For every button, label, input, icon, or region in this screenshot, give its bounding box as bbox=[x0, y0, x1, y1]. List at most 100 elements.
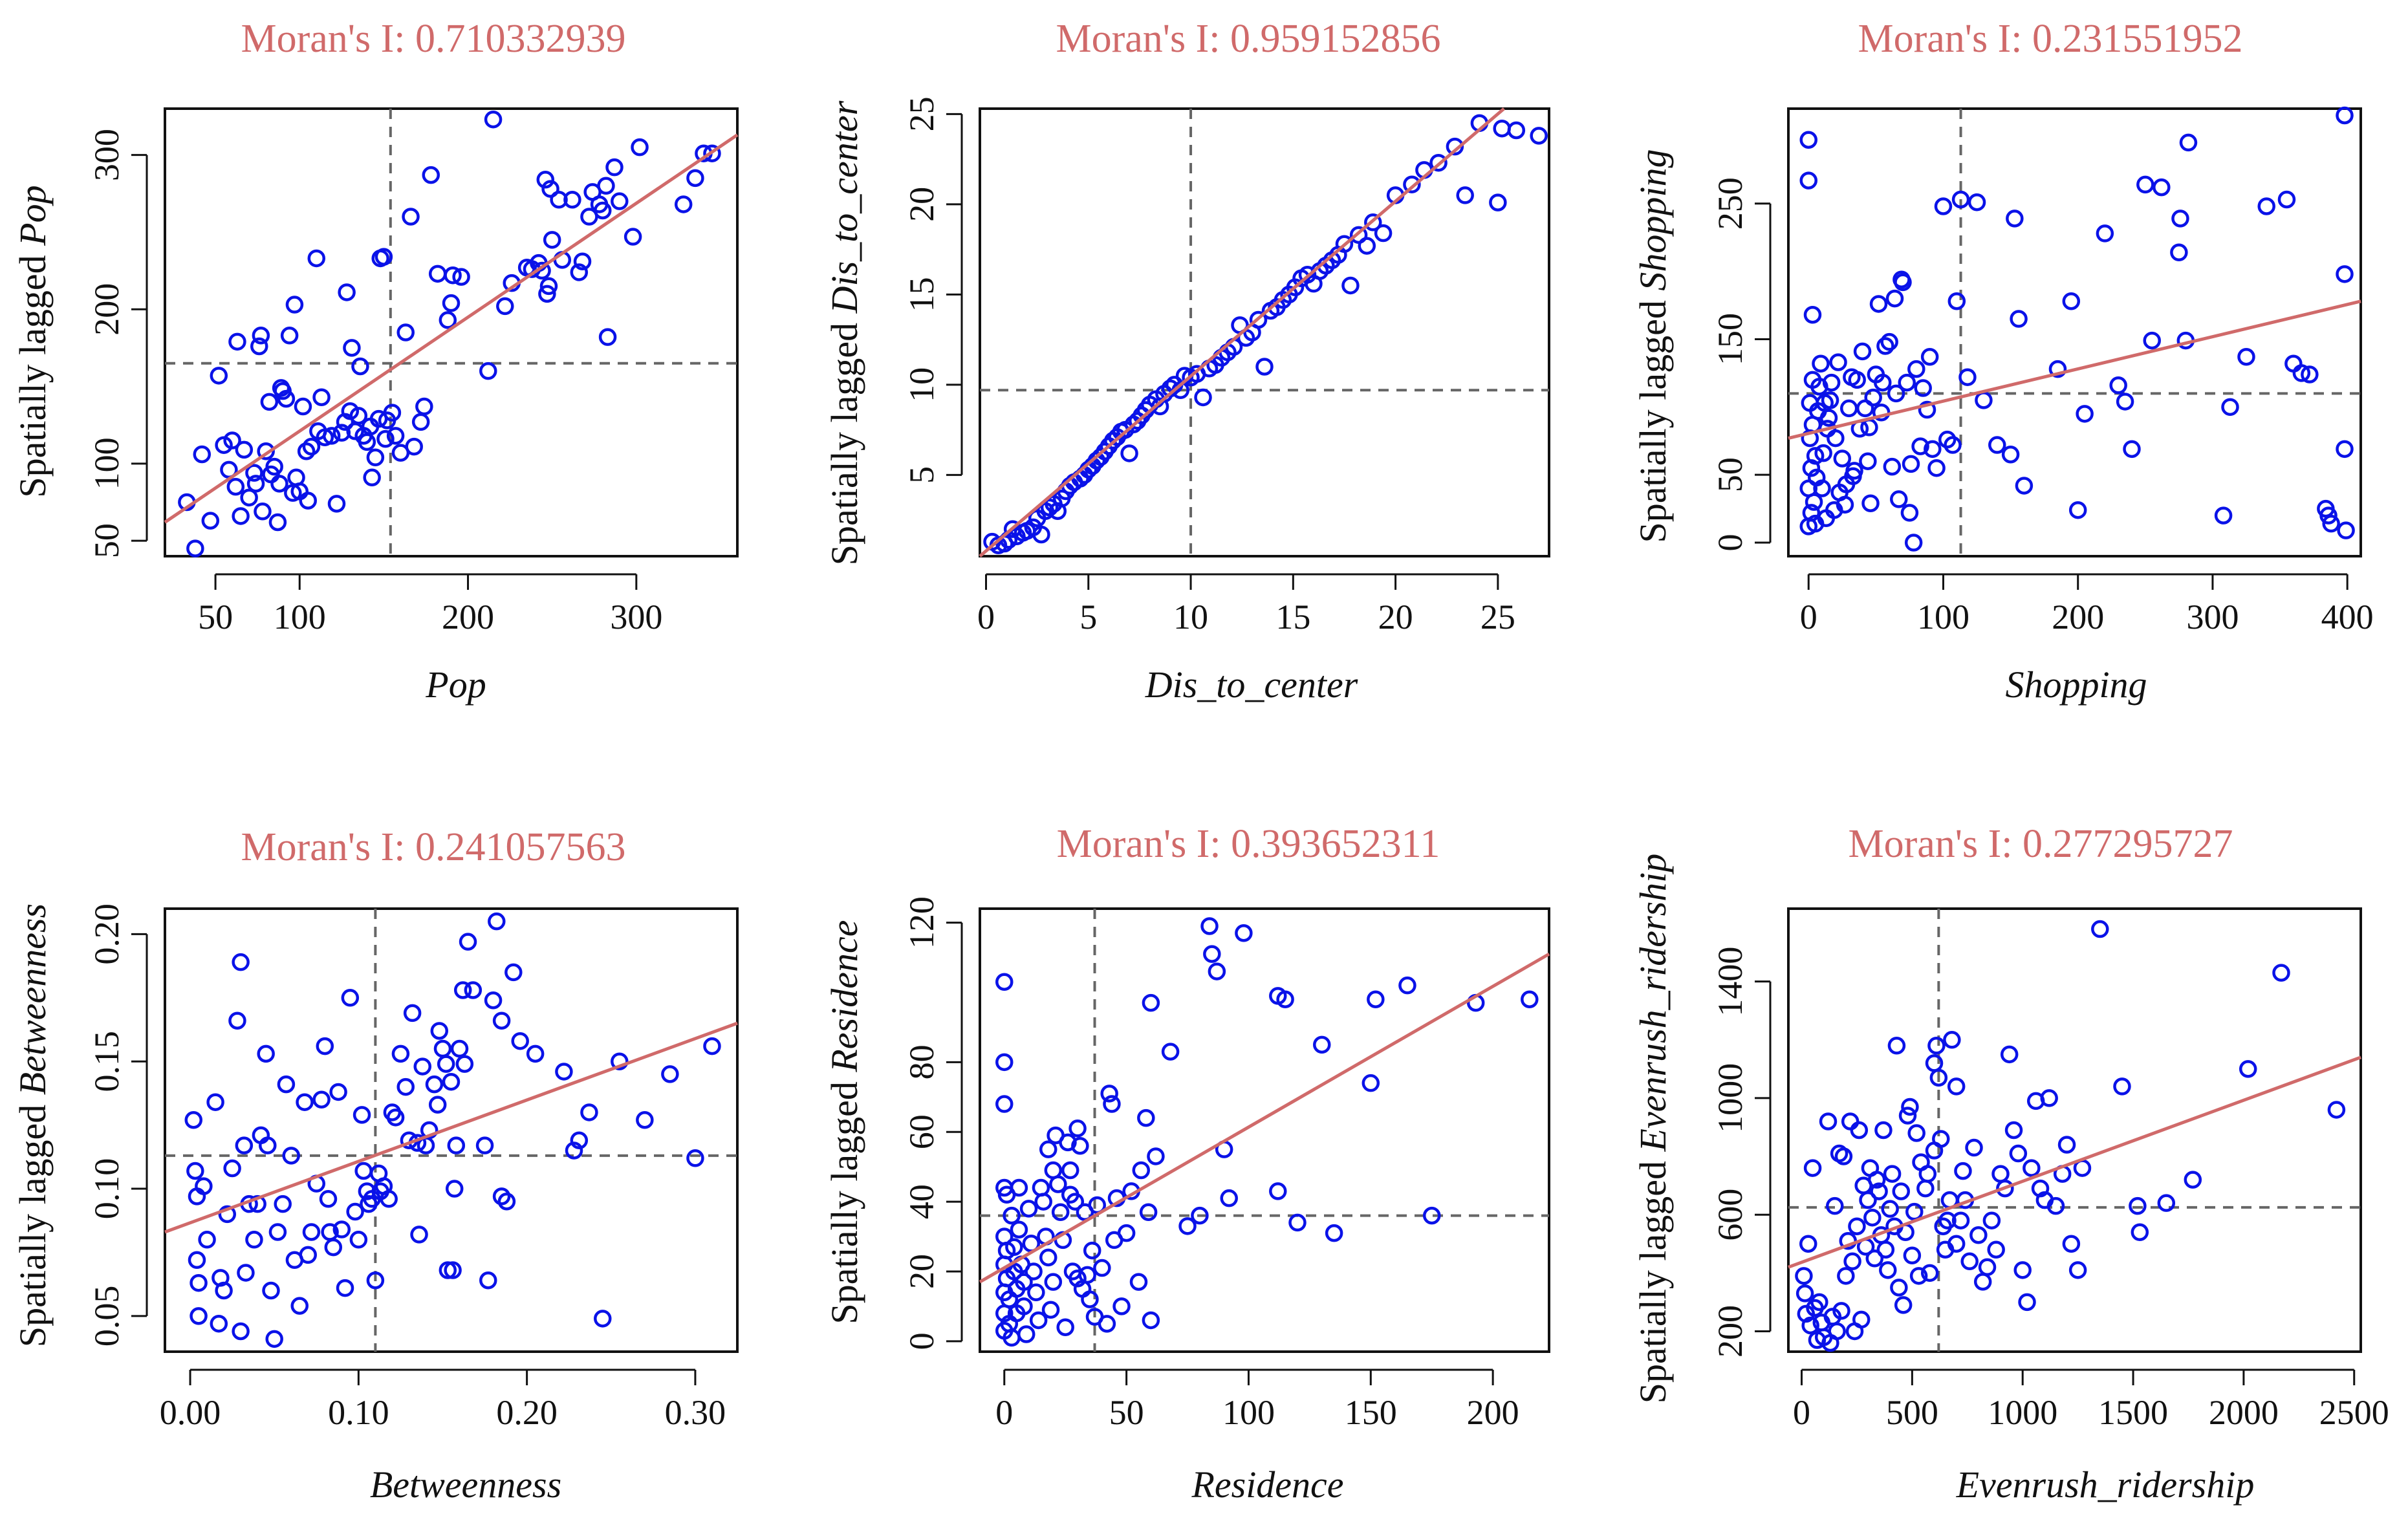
panel5-point-33 bbox=[1867, 1171, 1886, 1189]
panel5-point-80 bbox=[1996, 1179, 2014, 1198]
panel4-point-62 bbox=[1103, 1095, 1121, 1113]
panel2-point-81 bbox=[2048, 360, 2067, 378]
panel1-x-tick-label-5: 25 bbox=[1481, 598, 1515, 636]
panel5-y-tick-label-0: 200 bbox=[1711, 1305, 1750, 1357]
panel3-point-69 bbox=[425, 1075, 444, 1094]
panel1-point-56 bbox=[1255, 358, 1274, 376]
panel3-point-6 bbox=[195, 1177, 213, 1195]
panel2-point-18 bbox=[1813, 479, 1831, 497]
panel4-point-76 bbox=[1178, 1217, 1197, 1235]
panel3-point-20 bbox=[245, 1231, 263, 1249]
panel0-point-83 bbox=[538, 285, 556, 303]
panel0-trend-line bbox=[164, 133, 739, 524]
panel2-point-25 bbox=[1822, 373, 1841, 392]
panel3-point-12 bbox=[218, 1205, 237, 1224]
panel5-point-55 bbox=[1918, 1165, 1937, 1183]
panel0-point-32 bbox=[294, 397, 312, 416]
panel3-point-87 bbox=[488, 912, 506, 931]
panel0-point-22 bbox=[268, 513, 287, 532]
panel4-point-93 bbox=[1422, 1206, 1441, 1225]
panel1-point-76 bbox=[1403, 175, 1421, 193]
panel2-point-11 bbox=[1805, 493, 1823, 511]
panel1-point-12 bbox=[1040, 498, 1059, 517]
panel2-point-110 bbox=[2337, 521, 2355, 539]
panel0-x-tick-label-2: 200 bbox=[442, 598, 494, 636]
panel4-x-tick-label-0: 0 bbox=[995, 1393, 1013, 1432]
panel0-point-103 bbox=[686, 169, 704, 188]
panel4-point-38 bbox=[1044, 1273, 1063, 1291]
panel1-point-73 bbox=[1364, 213, 1382, 232]
panel2-point-105 bbox=[2319, 506, 2337, 525]
panel4-point-68 bbox=[1129, 1273, 1148, 1291]
panel5-y-tick-label-1: 600 bbox=[1711, 1189, 1750, 1241]
panel2-point-24 bbox=[1821, 391, 1839, 409]
panel3-point-25 bbox=[262, 1281, 280, 1300]
panel4-point-61 bbox=[1100, 1085, 1118, 1103]
panel5-point-51 bbox=[1907, 1124, 1925, 1142]
panel3-point-93 bbox=[526, 1044, 545, 1063]
panel2-point-96 bbox=[2214, 506, 2233, 525]
panel4-point-31 bbox=[1032, 1178, 1050, 1197]
panel5-point-72 bbox=[1960, 1252, 1979, 1271]
panel3-point-91 bbox=[504, 963, 523, 982]
panel2-y-tick-label-2: 150 bbox=[1711, 313, 1750, 365]
panel0-point-65 bbox=[405, 437, 423, 456]
panel0-point-57 bbox=[374, 248, 393, 266]
panel4-point-35 bbox=[1039, 1248, 1058, 1267]
panel-pop-ylabel-prefix: Spatially lagged bbox=[12, 246, 54, 498]
panel-residence-ylabel: Spatially lagged Residence bbox=[823, 920, 865, 1325]
panel2-point-66 bbox=[1924, 440, 1942, 459]
panel2-point-88 bbox=[2123, 440, 2141, 459]
panel0-point-12 bbox=[240, 488, 258, 507]
panel2-point-92 bbox=[2170, 243, 2188, 262]
panel5-point-38 bbox=[1879, 1261, 1897, 1279]
panel0-point-63 bbox=[396, 323, 415, 341]
panel3-point-14 bbox=[228, 1011, 246, 1030]
panel5-point-5 bbox=[1803, 1159, 1822, 1177]
panel0-point-68 bbox=[422, 166, 440, 184]
panel-betweenness-ylabel-var: Betweenness bbox=[12, 903, 54, 1095]
panel0-point-21 bbox=[265, 457, 283, 476]
panel5-point-83 bbox=[2009, 1144, 2028, 1163]
panel-pop-ylabel-var: Pop bbox=[12, 185, 54, 246]
panel1-point-83 bbox=[1493, 119, 1511, 138]
panel3-point-68 bbox=[420, 1121, 439, 1140]
panel2-point-86 bbox=[2109, 376, 2127, 395]
panel2-point-33 bbox=[1839, 399, 1858, 418]
panel0-point-46 bbox=[343, 339, 361, 357]
panel4-point-83 bbox=[1235, 924, 1253, 942]
panel5-point-44 bbox=[1892, 1182, 1911, 1200]
panel3-point-72 bbox=[433, 1039, 452, 1058]
panel5-point-59 bbox=[1927, 1037, 1946, 1055]
panel2-point-79 bbox=[2010, 310, 2028, 328]
panel3-point-30 bbox=[282, 1147, 300, 1165]
panel3-x-tick-label-3: 0.30 bbox=[665, 1393, 726, 1432]
panel2-x-tick-label-3: 300 bbox=[2186, 598, 2239, 636]
panel2-point-27 bbox=[1827, 429, 1845, 448]
panel3-point-35 bbox=[302, 1223, 321, 1241]
panel4-point-70 bbox=[1137, 1109, 1155, 1127]
panel3-point-103 bbox=[703, 1037, 721, 1055]
panel3-point-70 bbox=[428, 1096, 447, 1114]
panel1-point-80 bbox=[1456, 186, 1474, 204]
panel2-x-tick-label-2: 200 bbox=[2052, 598, 2104, 636]
panel5-point-42 bbox=[1887, 1037, 1906, 1055]
panel2-point-42 bbox=[1860, 418, 1878, 437]
panel0-point-91 bbox=[573, 252, 592, 270]
panel2-point-100 bbox=[2277, 190, 2296, 209]
panel0-point-61 bbox=[386, 427, 405, 445]
panel3-point-92 bbox=[511, 1032, 529, 1050]
panel2-point-8 bbox=[1803, 305, 1822, 324]
panel5-point-99 bbox=[2129, 1196, 2147, 1215]
panel0-point-1 bbox=[186, 539, 204, 557]
panel2-point-102 bbox=[2292, 364, 2311, 382]
panel3-point-41 bbox=[324, 1238, 343, 1257]
panel0-point-33 bbox=[297, 442, 316, 460]
panel4-point-32 bbox=[1034, 1193, 1052, 1211]
panel3-point-32 bbox=[290, 1297, 309, 1315]
panel2-point-106 bbox=[2322, 514, 2340, 533]
panel0-point-11 bbox=[235, 440, 254, 459]
panel4-point-56 bbox=[1083, 1241, 1101, 1260]
panel3-point-63 bbox=[403, 1004, 422, 1022]
